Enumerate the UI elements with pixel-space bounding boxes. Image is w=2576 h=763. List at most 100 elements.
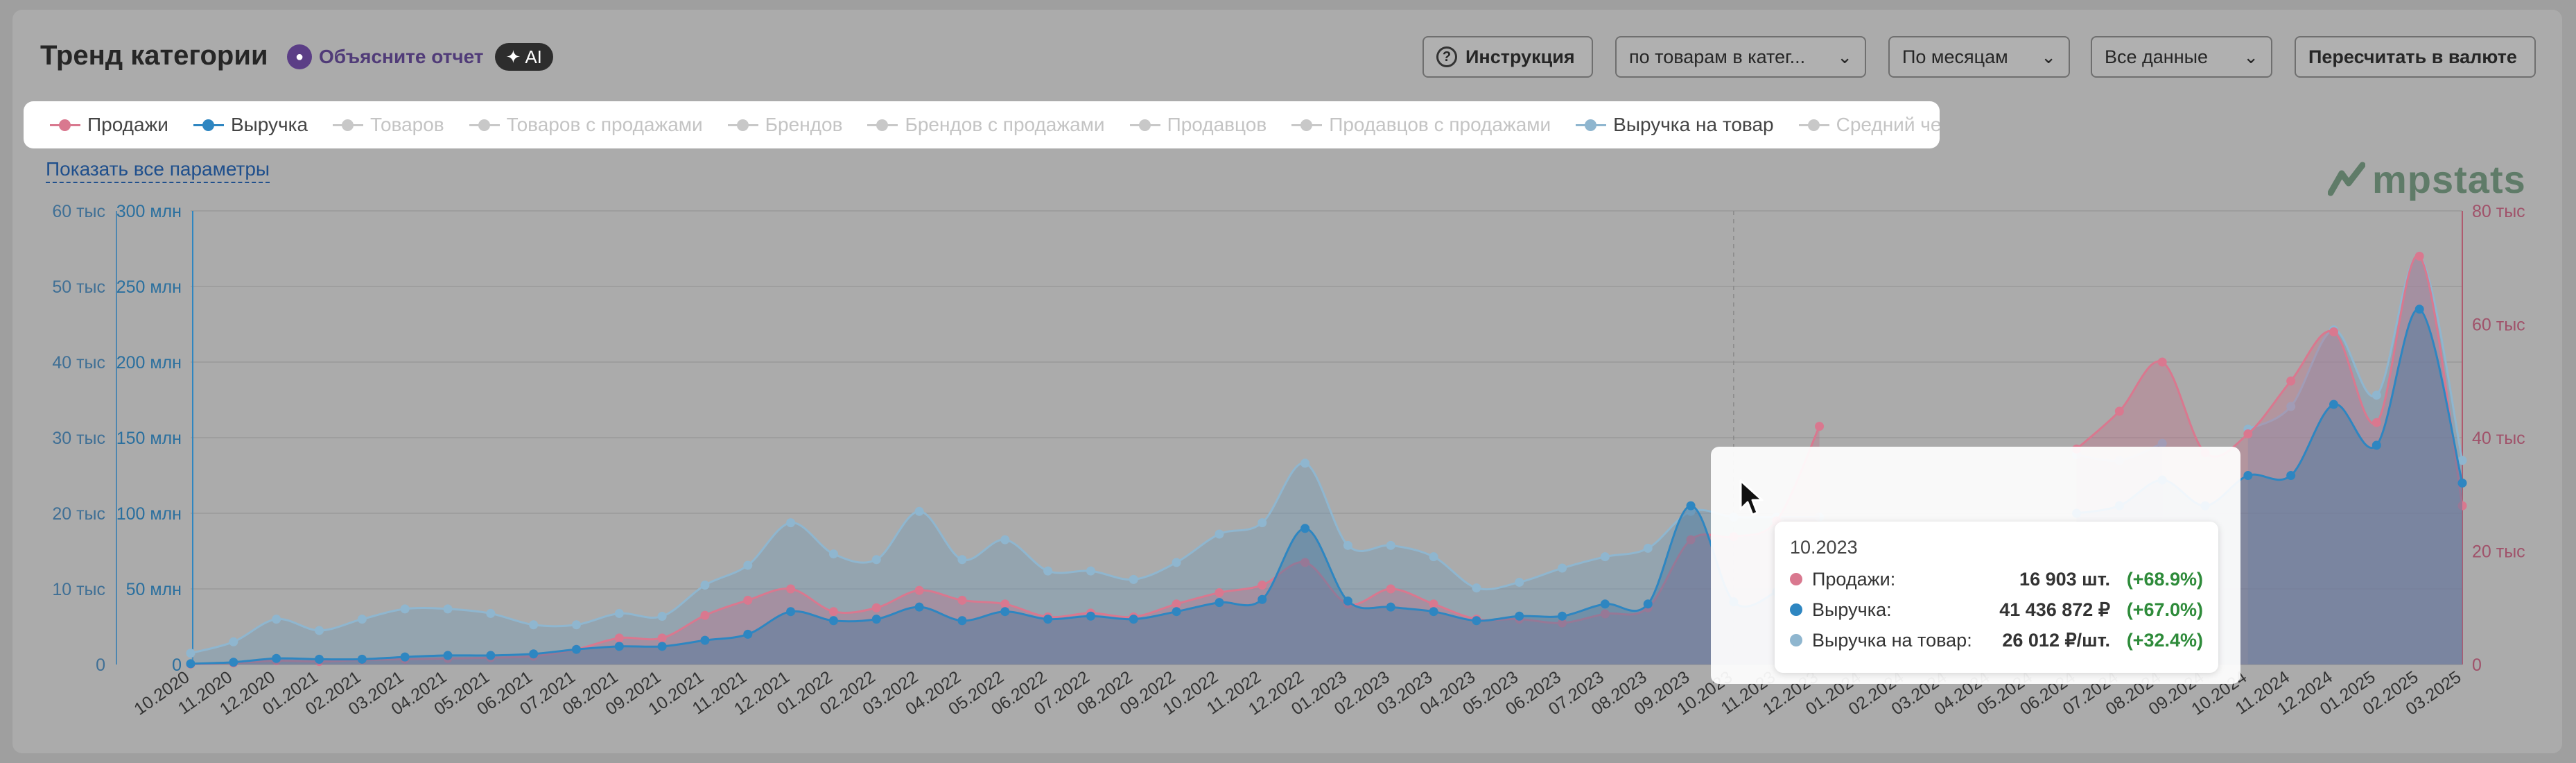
data-point[interactable]: [2457, 456, 2467, 465]
data-point[interactable]: [357, 615, 367, 624]
data-point[interactable]: [1686, 535, 1696, 545]
data-point[interactable]: [1643, 599, 1653, 609]
data-point[interactable]: [2457, 501, 2467, 511]
data-point[interactable]: [1558, 618, 1567, 628]
data-point[interactable]: [1643, 543, 1653, 553]
data-point[interactable]: [657, 612, 667, 621]
group-select[interactable]: по товарам в катег... ⌄: [1615, 36, 1866, 78]
data-point[interactable]: [314, 654, 324, 664]
data-point[interactable]: [1386, 602, 1395, 612]
data-point[interactable]: [1215, 529, 1224, 539]
data-point[interactable]: [914, 585, 924, 595]
data-point[interactable]: [743, 560, 753, 570]
data-point[interactable]: [828, 607, 838, 617]
data-point[interactable]: [1343, 596, 1352, 606]
data-point[interactable]: [1600, 599, 1610, 609]
data-point[interactable]: [443, 604, 453, 614]
data-point[interactable]: [486, 651, 496, 660]
data-point[interactable]: [1300, 558, 1310, 567]
data-point[interactable]: [614, 633, 624, 643]
data-point[interactable]: [2286, 376, 2296, 386]
data-point[interactable]: [1815, 422, 1825, 431]
data-point[interactable]: [786, 584, 796, 594]
data-point[interactable]: [1000, 607, 1010, 617]
data-point[interactable]: [2243, 429, 2253, 439]
data-point[interactable]: [2457, 478, 2467, 488]
data-point[interactable]: [1172, 599, 1181, 609]
data-point[interactable]: [2114, 406, 2124, 416]
data-point[interactable]: [1172, 558, 1181, 567]
instruction-button[interactable]: ? Инструкция: [1422, 36, 1593, 78]
data-point[interactable]: [1386, 584, 1395, 594]
data-point[interactable]: [1043, 615, 1053, 624]
data-point[interactable]: [1086, 611, 1095, 621]
data-point[interactable]: [2286, 471, 2296, 480]
legend-item[interactable]: Брендов с продажами: [867, 114, 1105, 136]
data-point[interactable]: [186, 659, 195, 669]
data-point[interactable]: [1600, 609, 1610, 619]
data-point[interactable]: [2414, 251, 2424, 261]
currency-button[interactable]: Пересчитать в валюте: [2295, 36, 2536, 78]
legend-item[interactable]: Товаров с продажами: [469, 114, 703, 136]
data-point[interactable]: [1215, 598, 1224, 608]
data-point[interactable]: [529, 620, 539, 630]
data-point[interactable]: [2243, 471, 2253, 480]
data-point[interactable]: [1343, 540, 1352, 550]
data-point[interactable]: [914, 506, 924, 516]
data-point[interactable]: [1472, 616, 1481, 626]
data-point[interactable]: [1172, 607, 1181, 617]
data-point[interactable]: [443, 651, 453, 660]
data-point[interactable]: [1000, 599, 1010, 609]
data-point[interactable]: [657, 642, 667, 651]
explain-report-button[interactable]: ● Объясните отчет ✦ AI: [287, 43, 553, 71]
data-point[interactable]: [614, 642, 624, 651]
data-point[interactable]: [743, 595, 753, 605]
show-all-params-link[interactable]: Показать все параметры: [46, 158, 270, 183]
data-point[interactable]: [957, 555, 967, 565]
data-point[interactable]: [1515, 611, 1524, 621]
data-point[interactable]: [871, 615, 881, 624]
data-point[interactable]: [1000, 535, 1010, 545]
data-point[interactable]: [1257, 518, 1267, 528]
data-point[interactable]: [571, 620, 581, 630]
data-point[interactable]: [1429, 599, 1438, 609]
data-point[interactable]: [957, 595, 967, 605]
data-point[interactable]: [1600, 552, 1610, 562]
data-point[interactable]: [700, 635, 710, 645]
data-point[interactable]: [2372, 418, 2381, 427]
legend-item[interactable]: Продавцов с продажами: [1291, 114, 1551, 136]
data-point[interactable]: [1686, 501, 1696, 511]
data-point[interactable]: [2414, 305, 2424, 314]
data-point[interactable]: [1300, 524, 1310, 533]
data-point[interactable]: [700, 610, 710, 620]
period-select[interactable]: По месяцам ⌄: [1888, 36, 2070, 78]
data-point[interactable]: [828, 616, 838, 626]
data-point[interactable]: [743, 629, 753, 639]
data-point[interactable]: [657, 633, 667, 643]
data-point[interactable]: [1429, 552, 1438, 562]
legend-item[interactable]: Выручка: [193, 114, 308, 136]
data-point[interactable]: [2329, 327, 2339, 336]
data-point[interactable]: [272, 653, 281, 663]
data-point[interactable]: [700, 581, 710, 590]
data-point[interactable]: [1086, 566, 1095, 576]
data-point[interactable]: [1558, 611, 1567, 621]
data-point[interactable]: [400, 604, 410, 614]
legend-item[interactable]: Продажи: [50, 114, 168, 136]
legend-item[interactable]: Товаров: [333, 114, 444, 136]
data-point[interactable]: [272, 615, 281, 624]
data-point[interactable]: [400, 652, 410, 662]
data-point[interactable]: [1558, 563, 1567, 573]
data-point[interactable]: [1429, 607, 1438, 617]
data-range-select[interactable]: Все данные ⌄: [2091, 36, 2272, 78]
legend-item[interactable]: Выручка на товар: [1576, 114, 1774, 136]
data-point[interactable]: [2286, 402, 2296, 411]
data-point[interactable]: [957, 616, 967, 626]
data-point[interactable]: [1300, 458, 1310, 468]
data-point[interactable]: [1043, 566, 1053, 576]
data-point[interactable]: [1257, 581, 1267, 590]
data-point[interactable]: [614, 608, 624, 618]
data-point[interactable]: [486, 608, 496, 618]
data-point[interactable]: [871, 603, 881, 612]
data-point[interactable]: [2372, 440, 2381, 450]
